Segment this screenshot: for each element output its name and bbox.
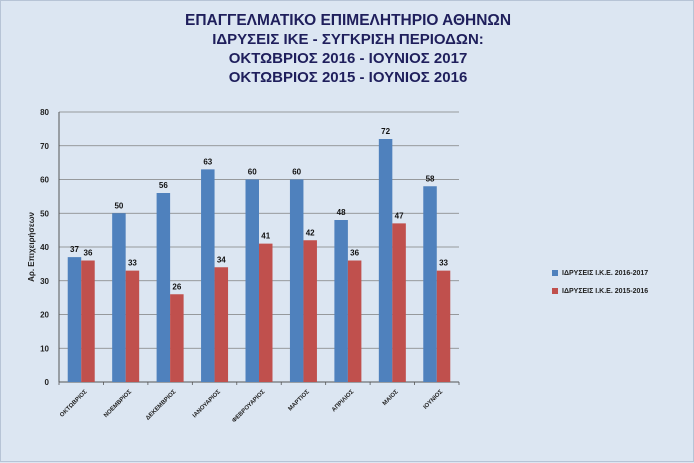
x-tick-label: ΦΕΒΡΟΥΑΡΙΟΣ — [231, 389, 266, 424]
bar-series-2 — [303, 240, 317, 382]
data-label-series-1: 60 — [292, 168, 301, 177]
legend: ΙΔΡΥΣΕΙΣ Ι.Κ.Ε. 2016-2017 ΙΔΡΥΣΕΙΣ Ι.Κ.Ε… — [552, 264, 648, 300]
data-label-series-1: 72 — [381, 127, 390, 136]
bar-series-1 — [423, 186, 437, 382]
bar-series-2 — [170, 294, 184, 382]
y-tick-label: 0 — [45, 378, 50, 387]
bar-series-2 — [392, 223, 406, 382]
data-label-series-2: 33 — [439, 259, 448, 268]
y-tick-label: 50 — [40, 209, 49, 218]
data-label-series-2: 41 — [261, 232, 270, 241]
y-tick-label: 40 — [40, 243, 49, 252]
bar-series-2 — [214, 267, 229, 382]
y-tick-label: 60 — [40, 176, 49, 185]
x-tick-label: ΙΟΥΝΙΟΣ — [423, 389, 445, 411]
bar-series-1 — [245, 179, 259, 382]
data-label-series-2: 36 — [350, 249, 359, 258]
bar-series-2 — [259, 243, 273, 382]
data-label-series-1: 56 — [159, 181, 168, 190]
bar-series-1 — [156, 193, 171, 382]
data-label-series-1: 60 — [248, 168, 257, 177]
y-tick-label: 10 — [40, 344, 49, 353]
x-tick-label: ΔΕΚΕΜΒΡΙΟΣ — [145, 389, 178, 422]
bar-series-2 — [125, 270, 140, 382]
x-tick-label: ΙΑΝΟΥΑΡΙΟΣ — [192, 389, 222, 419]
x-tick-label: ΜΑΙΟΣ — [382, 389, 400, 407]
title-line-4: ΟΚΤΩΒΡΙΟΣ 2015 - ΙΟΥΝΙΟΣ 2016 — [228, 69, 468, 86]
legend-item-series-1: ΙΔΡΥΣΕΙΣ Ι.Κ.Ε. 2016-2017 — [552, 264, 648, 282]
title-line-1: ΕΠΑΓΓΕΛΜΑΤΙΚΟ ΕΠΙΜΕΛΗΤΗΡΙΟ ΑΘΗΝΩΝ — [184, 12, 512, 29]
bar-series-1 — [334, 220, 348, 382]
data-label-series-1: 63 — [203, 157, 212, 166]
data-label-series-2: 36 — [84, 249, 93, 258]
data-label-series-2: 26 — [172, 282, 181, 291]
y-axis-label: Αρ. Επιχειρήσεων — [27, 212, 36, 282]
data-label-series-2: 33 — [128, 259, 137, 268]
bar-series-1 — [289, 179, 304, 382]
y-tick-label: 80 — [40, 108, 49, 117]
bar-series-2 — [436, 270, 451, 382]
legend-swatch-series-1 — [552, 270, 558, 276]
y-tick-label: 70 — [40, 142, 49, 151]
x-tick-label: ΑΠΡΙΛΙΟΣ — [331, 389, 356, 414]
legend-label-series-2: ΙΔΡΥΣΕΙΣ Ι.Κ.Ε. 2015-2016 — [562, 287, 649, 295]
data-label-series-1: 50 — [114, 201, 123, 210]
bar-series-1 — [201, 169, 215, 382]
title-line-3: ΟΚΤΩΒΡΙΟΣ 2016 - ΙΟΥΝΙΟΣ 2017 — [228, 50, 468, 67]
title-line-2: ΙΔΡΥΣΕΙΣ ΙΚΕ - ΣΥΓΚΡΙΣΗ ΠΕΡΙΟΔΩΝ: — [212, 31, 484, 48]
bar-series-2 — [81, 260, 95, 382]
bar-series-1 — [112, 213, 126, 382]
x-tick-label: ΜΑΡΤΙΟΣ — [288, 389, 312, 413]
chart-title: ΕΠΑΓΓΕΛΜΑΤΙΚΟ ΕΠΙΜΕΛΗΤΗΡΙΟ ΑΘΗΝΩΝ ΙΔΡΥΣΕ… — [1, 11, 694, 87]
bar-series-1 — [67, 257, 82, 382]
data-label-series-1: 58 — [426, 174, 435, 183]
x-tick-label: ΟΚΤΩΒΡΙΟΣ — [59, 389, 89, 419]
legend-swatch-series-2 — [552, 288, 558, 294]
x-tick-label: ΝΟΕΜΒΡΙΟΣ — [103, 389, 133, 419]
legend-label-series-1: ΙΔΡΥΣΕΙΣ Ι.Κ.Ε. 2016-2017 — [562, 269, 649, 277]
bar-series-2 — [347, 260, 362, 382]
data-label-series-1: 48 — [337, 208, 346, 217]
bar-series-1 — [378, 139, 393, 382]
y-tick-label: 20 — [40, 311, 49, 320]
data-label-series-2: 47 — [395, 211, 404, 220]
data-label-series-1: 37 — [70, 245, 79, 254]
data-label-series-2: 34 — [217, 255, 226, 264]
y-tick-label: 30 — [40, 277, 49, 286]
data-label-series-2: 42 — [306, 228, 315, 237]
legend-item-series-2: ΙΔΡΥΣΕΙΣ Ι.Κ.Ε. 2015-2016 — [552, 282, 648, 300]
